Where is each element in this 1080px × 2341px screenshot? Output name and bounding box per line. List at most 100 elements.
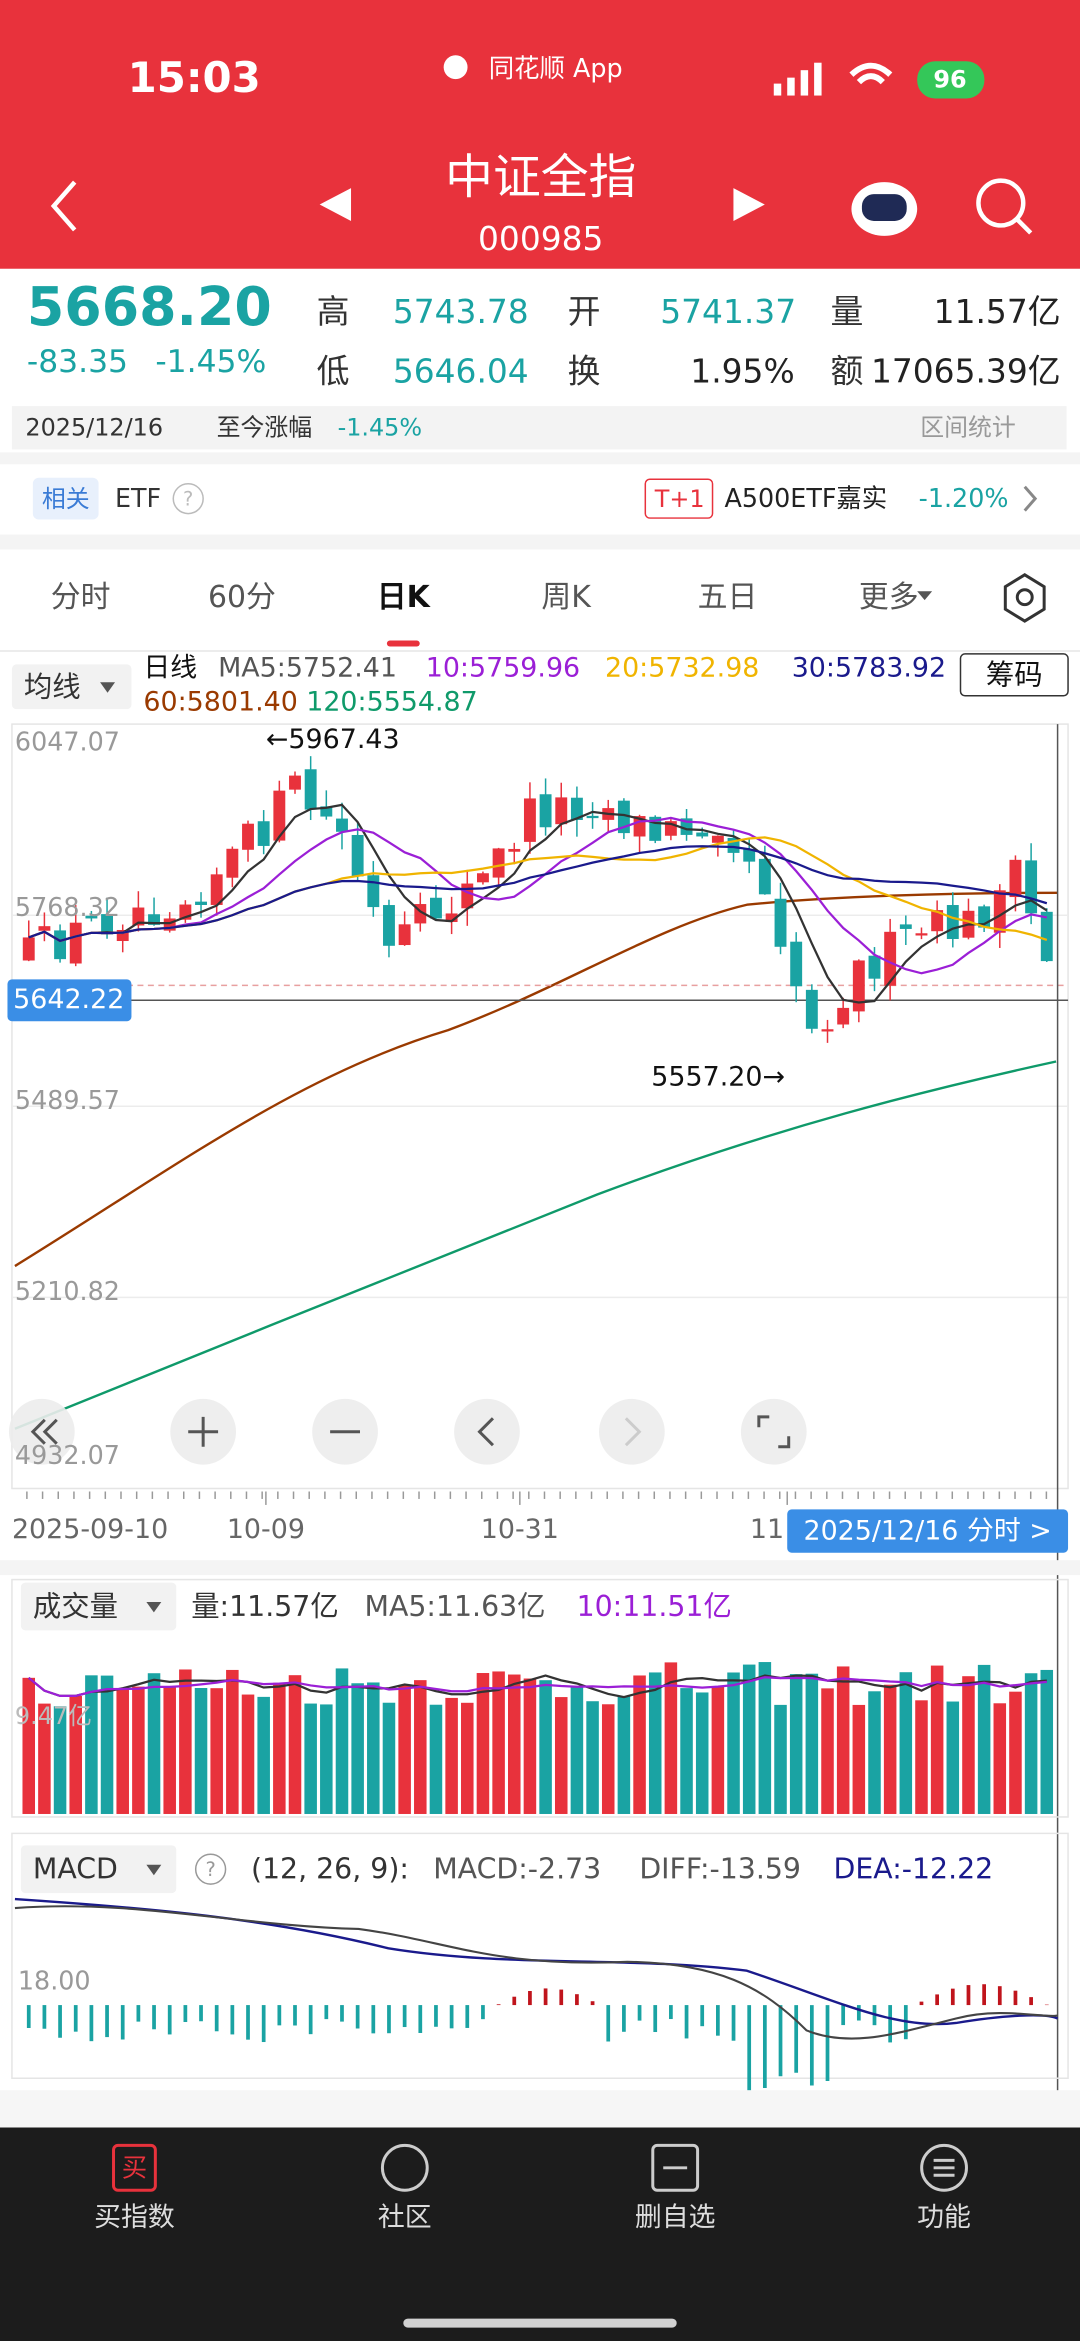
candle-body [586, 815, 599, 819]
volume-bar [163, 1686, 176, 1814]
volume-bar [601, 1704, 615, 1814]
candle-body [195, 901, 207, 905]
collapse-button[interactable] [8, 1398, 75, 1465]
fund-change: -1.20% [919, 483, 1009, 513]
ma-legend: 10:5759.96 [426, 652, 580, 683]
tab[interactable]: 日K [377, 580, 432, 615]
candle-body [508, 848, 521, 852]
tab[interactable]: 五日 [698, 580, 758, 615]
separator [0, 534, 1080, 550]
volume-bar [226, 1669, 239, 1814]
fullscreen-button[interactable] [740, 1398, 807, 1465]
volume-bar [774, 1704, 787, 1814]
volume-bar [539, 1680, 552, 1814]
period-value: -1.45% [338, 413, 422, 441]
right-button[interactable] [599, 1398, 665, 1465]
volume-bar [445, 1697, 458, 1814]
macd-selector-label[interactable]: MACD [33, 1853, 118, 1886]
signal [773, 62, 822, 96]
macd-selector[interactable] [20, 1845, 177, 1894]
candle-body [22, 937, 35, 961]
nav-item[interactable]: 买指数 [94, 2202, 175, 2233]
candle-body [179, 904, 192, 920]
volume-selector[interactable] [20, 1582, 177, 1631]
volume-bar [993, 1703, 1007, 1814]
volume-bar [100, 1675, 114, 1814]
nav-item[interactable]: 删自选 [635, 2202, 716, 2233]
app-logo [443, 55, 468, 80]
ma-selector[interactable] [11, 664, 132, 710]
ma-legend: 20:5732.98 [605, 652, 759, 683]
candle-body [304, 769, 317, 810]
tab[interactable]: 分时 [51, 580, 111, 615]
nav-item[interactable]: 功能 [917, 2202, 971, 2233]
chip-label[interactable]: 筹码 [986, 658, 1043, 691]
volume-bar [304, 1703, 317, 1814]
candle-body [1040, 911, 1053, 962]
volume-bar [179, 1669, 192, 1814]
volume-bar [664, 1662, 678, 1814]
candle-body [946, 905, 959, 939]
volume-bar [116, 1688, 129, 1814]
quote-volume-label: 量 [831, 293, 864, 331]
date-button[interactable] [787, 1509, 1069, 1553]
nav-item[interactable]: 社区 [378, 2202, 432, 2233]
robot-button[interactable] [851, 182, 918, 236]
candle-body [664, 821, 677, 836]
prev-button[interactable] [319, 188, 352, 221]
date-label: 2025-09-10 [12, 1514, 168, 1545]
date-label: 11 [750, 1514, 784, 1545]
macd-legend: DIFF:-13.59 [639, 1853, 801, 1886]
fund-name[interactable]: A500ETF嘉实 [724, 483, 887, 513]
control-icon [624, 1417, 642, 1447]
price-axis-label: 6047.07 [15, 727, 120, 757]
dropdown-caret [917, 591, 933, 601]
bar [800, 70, 809, 96]
candle-body [69, 922, 82, 964]
volume-selector-label[interactable]: 成交量 [33, 1590, 118, 1623]
stats-link[interactable]: 区间统计 [920, 413, 1016, 441]
candle-body [1025, 860, 1038, 914]
candle-body [351, 834, 364, 877]
macd-legend: MACD:-2.73 [433, 1853, 601, 1886]
search-button[interactable] [976, 178, 1033, 235]
date-button-label[interactable]: 2025/12/16 分时 > [803, 1515, 1051, 1546]
separator [0, 452, 1080, 465]
tab[interactable]: 60分 [208, 580, 276, 615]
candle-body [116, 929, 129, 942]
volume-bar [335, 1668, 349, 1814]
quote-amount-label: 额 [831, 353, 864, 391]
nav-icon-lines [933, 2158, 955, 2177]
ma-selector-label[interactable]: 均线 [24, 670, 81, 703]
tab[interactable]: 周K [541, 580, 592, 615]
period-bar [11, 406, 1067, 450]
bar [814, 62, 822, 96]
macd-frame [11, 1832, 1069, 2079]
candle-body [210, 874, 223, 905]
back-button[interactable] [50, 180, 77, 232]
volume-bar [852, 1704, 866, 1814]
volume-bar [351, 1683, 364, 1814]
help-icon[interactable] [172, 482, 204, 515]
wifi [849, 62, 893, 85]
chip-button[interactable] [959, 653, 1069, 697]
tab[interactable]: 更多 [859, 580, 919, 615]
candle-body [132, 907, 145, 926]
quote-volume: 11.57亿 [934, 293, 1061, 331]
chevron [1023, 485, 1038, 512]
next-button[interactable] [733, 188, 765, 221]
ma-line [28, 845, 1048, 943]
settings-button[interactable] [1003, 573, 1046, 623]
left-button[interactable] [454, 1398, 520, 1465]
period-label: 至今涨幅 [217, 413, 313, 441]
control-icons [30, 1416, 495, 1447]
candle-body [978, 906, 991, 928]
quote-open-label: 开 [568, 293, 601, 331]
date-label: 10-31 [481, 1514, 559, 1545]
candle-body [320, 806, 333, 817]
volume-bar [915, 1700, 928, 1814]
app-name: 同花顺 App [489, 53, 623, 83]
candle-body [273, 790, 286, 841]
help-icon[interactable] [194, 1853, 227, 1885]
